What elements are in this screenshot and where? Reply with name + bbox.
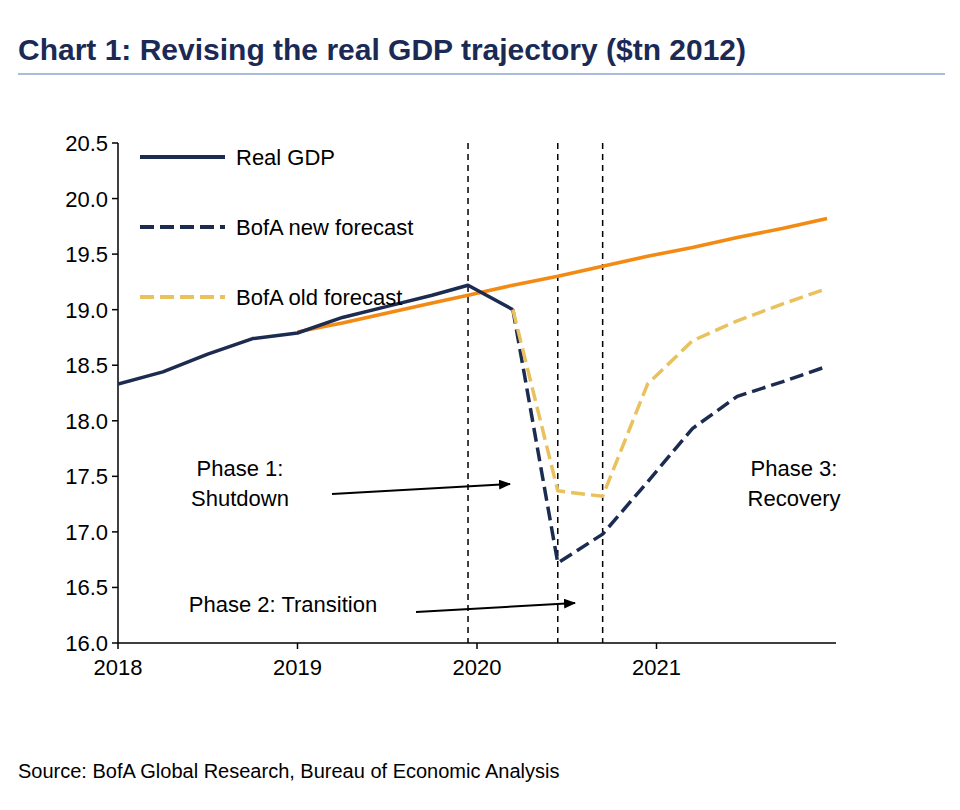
- x-tick-label: 2018: [94, 655, 143, 680]
- title: Chart 1: Revising the real GDP trajector…: [18, 33, 746, 66]
- y-tick-label: 16.0: [65, 631, 108, 656]
- y-tick-label: 17.0: [65, 520, 108, 545]
- legend-swatch: [140, 155, 225, 159]
- x-tick: [117, 643, 119, 649]
- x-tick-label: 2020: [453, 655, 502, 680]
- phase-line: [557, 143, 559, 643]
- chart: Chart 1: Revising the real GDP trajector…: [0, 0, 960, 810]
- annotation: Phase 1:: [197, 456, 284, 481]
- legend-swatch: [140, 295, 225, 299]
- y-tick-label: 20.5: [65, 131, 108, 156]
- y-tick-label: 18.0: [65, 409, 108, 434]
- y-tick: [112, 476, 118, 478]
- y-tick: [112, 364, 118, 366]
- legend-swatch: [140, 225, 225, 229]
- y-tick: [112, 642, 118, 644]
- y-tick: [112, 198, 118, 200]
- legend-label: BofA new forecast: [236, 215, 413, 240]
- legend-label: Real GDP: [236, 145, 335, 170]
- x-tick: [656, 643, 658, 649]
- series-line: [513, 310, 827, 563]
- annotation: Phase 3:: [751, 456, 838, 481]
- y-axis: [117, 143, 119, 643]
- legend-label: BofA old forecast: [236, 285, 402, 310]
- y-tick-label: 18.5: [65, 353, 108, 378]
- source: Source: BofA Global Research, Bureau of …: [18, 760, 559, 782]
- phase-line: [467, 143, 469, 643]
- y-tick: [112, 309, 118, 311]
- title-rule: [18, 73, 945, 75]
- x-tick: [476, 643, 478, 649]
- annotation-arrow: [416, 603, 575, 612]
- annotation: Recovery: [748, 486, 841, 511]
- y-tick: [112, 142, 118, 144]
- y-tick-label: 20.0: [65, 187, 108, 212]
- y-tick-label: 16.5: [65, 575, 108, 600]
- y-tick: [112, 531, 118, 533]
- y-tick-label: 19.0: [65, 298, 108, 323]
- phase-line: [602, 143, 604, 643]
- y-tick-label: 19.5: [65, 242, 108, 267]
- x-tick-label: 2019: [273, 655, 322, 680]
- y-tick: [112, 253, 118, 255]
- annotation: Phase 2: Transition: [189, 592, 377, 617]
- y-tick: [112, 587, 118, 589]
- y-tick: [112, 420, 118, 422]
- annotation-arrow: [332, 484, 510, 494]
- plot-area: [118, 143, 827, 643]
- x-tick-label: 2021: [632, 655, 681, 680]
- x-tick: [297, 643, 299, 649]
- annotation: Shutdown: [191, 486, 289, 511]
- series-line: [118, 285, 513, 384]
- y-tick-label: 17.5: [65, 464, 108, 489]
